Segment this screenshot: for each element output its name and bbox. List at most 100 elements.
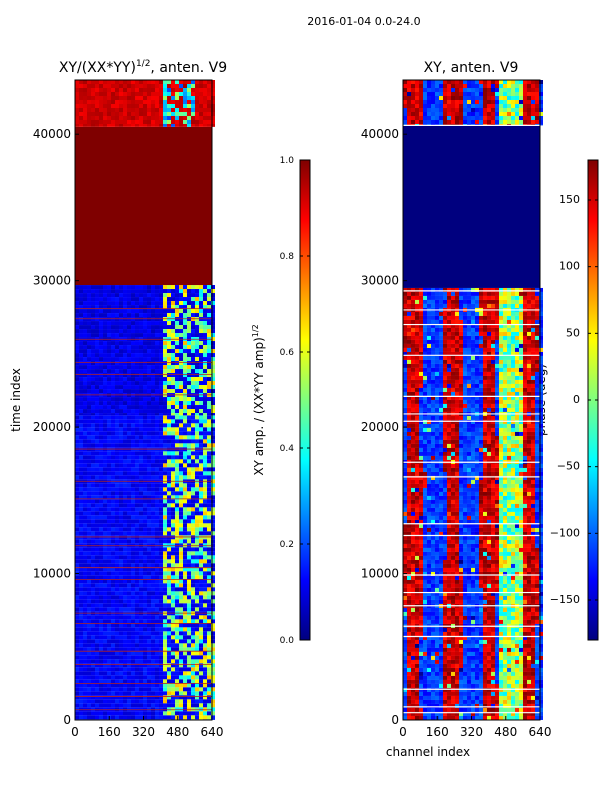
heatmap-cell [99, 711, 103, 716]
heatmap-cell [199, 397, 203, 402]
heatmap-cell [75, 607, 79, 612]
heatmap-cell [103, 293, 107, 298]
heatmap-cell [139, 108, 143, 112]
heatmap-cell [91, 603, 95, 608]
heatmap-cell [439, 295, 443, 300]
heatmap-cell [503, 303, 507, 308]
heatmap-cell [95, 539, 99, 544]
heatmap-cell [455, 323, 459, 328]
heatmap-cell [107, 427, 111, 432]
heatmap-cell [115, 124, 119, 127]
heatmap-cell [127, 301, 131, 306]
heatmap-cell [203, 297, 207, 302]
heatmap-cell [99, 511, 103, 516]
heatmap-cell [147, 559, 151, 564]
heatmap-cell [187, 293, 191, 298]
heatmap-cell [167, 104, 171, 108]
heatmap-cell [539, 331, 543, 336]
heatmap-cell [119, 667, 123, 672]
heatmap-cell [163, 405, 167, 410]
heatmap-cell [99, 671, 103, 676]
heatmap-cell [431, 355, 435, 360]
heatmap-cell [107, 587, 111, 592]
heatmap-cell [143, 313, 147, 318]
heatmap-cell [447, 343, 451, 348]
heatmap-cell [415, 331, 419, 336]
heatmap-cell [143, 571, 147, 576]
heatmap-cell [143, 293, 147, 298]
heatmap-cell [159, 703, 163, 708]
heatmap-cell [207, 647, 211, 652]
heatmap-cell [103, 100, 107, 104]
heatmap-cell [511, 295, 515, 300]
heatmap-cell [483, 295, 487, 300]
heatmap-cell [211, 357, 215, 362]
heatmap-cell [91, 519, 95, 524]
heatmap-cell [179, 651, 183, 656]
heatmap-cell [127, 647, 131, 652]
heatmap-cell [87, 289, 91, 294]
heatmap-cell [123, 475, 127, 480]
heatmap-cell [127, 487, 131, 492]
heatmap-cell [151, 409, 155, 414]
heatmap-cell [111, 655, 115, 660]
heatmap-cell [147, 595, 151, 600]
heatmap-cell [187, 655, 191, 660]
heatmap-cell [159, 88, 163, 92]
heatmap-cell [119, 683, 123, 688]
heatmap-cell [131, 527, 135, 532]
heatmap-cell [211, 365, 215, 370]
heatmap-cell [471, 315, 475, 320]
heatmap-cell [179, 523, 183, 528]
heatmap-cell [163, 120, 167, 124]
heatmap-cell [103, 607, 107, 612]
heatmap-cell [123, 112, 127, 116]
heatmap-cell [79, 635, 83, 640]
heatmap-cell [191, 369, 195, 374]
heatmap-cell [195, 567, 199, 572]
heatmap-cell [115, 409, 119, 414]
heatmap-cell [431, 327, 435, 332]
heatmap-cell [427, 287, 431, 292]
heatmap-cell [531, 291, 535, 296]
heatmap-cell [115, 369, 119, 374]
heatmap-cell [83, 120, 87, 124]
heatmap-cell [211, 683, 215, 688]
heatmap-cell [119, 108, 123, 112]
heatmap-cell [415, 359, 419, 364]
heatmap-cell [183, 547, 187, 552]
heatmap-cell [211, 309, 215, 314]
heatmap-cell [91, 80, 95, 84]
heatmap-cell [99, 531, 103, 536]
heatmap-cell [191, 80, 195, 84]
heatmap-cell [131, 631, 135, 636]
heatmap-cell [187, 120, 191, 124]
heatmap-cell [103, 475, 107, 480]
heatmap-cell [147, 607, 151, 612]
heatmap-cell [75, 511, 79, 516]
heatmap-cell [487, 355, 491, 360]
heatmap-cell [187, 357, 191, 362]
heatmap-cell [79, 104, 83, 108]
heatmap-cell [207, 427, 211, 432]
heatmap-cell [143, 431, 147, 436]
heatmap-cell [163, 341, 167, 346]
heatmap-cell [115, 475, 119, 480]
heatmap-cell [79, 409, 83, 414]
heatmap-cell [163, 427, 167, 432]
heatmap-cell [111, 415, 115, 420]
heatmap-cell [115, 503, 119, 508]
heatmap-cell [127, 607, 131, 612]
heatmap-cell [163, 695, 167, 700]
heatmap-cell [483, 315, 487, 320]
heatmap-cell [187, 515, 191, 520]
heatmap-cell [135, 655, 139, 660]
heatmap-cell [211, 527, 215, 532]
heatmap-cell [147, 659, 151, 664]
heatmap-cell [187, 483, 191, 488]
heatmap-cell [107, 293, 111, 298]
heatmap-cell [179, 579, 183, 584]
heatmap-cell [207, 487, 211, 492]
heatmap-cell [131, 415, 135, 420]
heatmap-cell [207, 675, 211, 680]
